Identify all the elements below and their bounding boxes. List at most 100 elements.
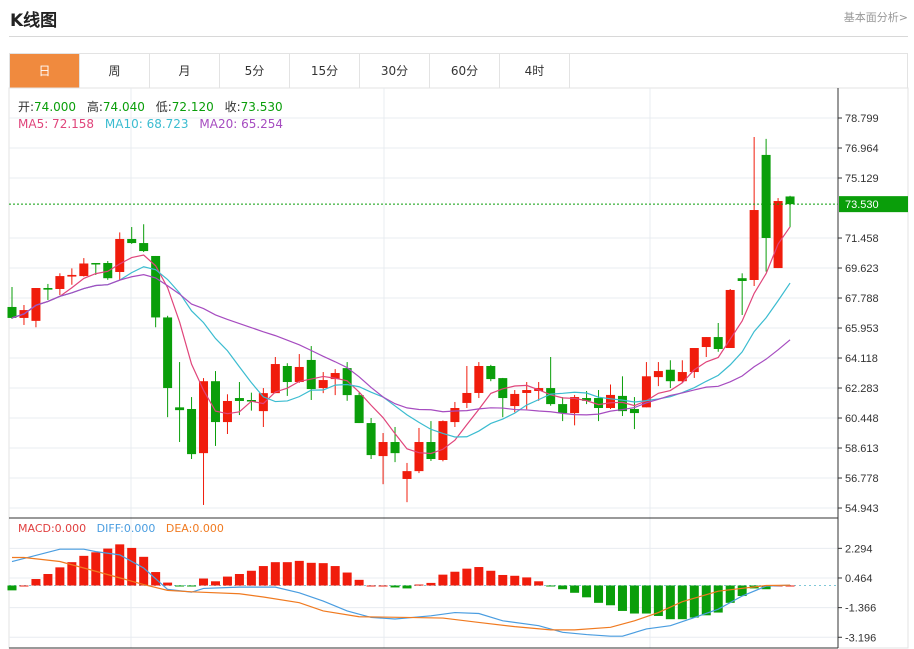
macd-bar (761, 585, 771, 590)
candle (594, 390, 604, 422)
macd-bar (641, 585, 651, 614)
candle (187, 397, 197, 460)
candle (282, 363, 292, 396)
candle (677, 360, 687, 383)
macd-bar (103, 548, 113, 586)
candle-body (103, 262, 113, 279)
candle (761, 138, 771, 272)
ma5-line (11, 226, 791, 455)
candle-body (115, 238, 125, 272)
candle (749, 136, 759, 287)
candle-body (306, 359, 316, 390)
macd-bar (366, 585, 376, 587)
macd-bar (342, 572, 352, 586)
candle (67, 268, 77, 285)
tab-30min[interactable]: 30分 (360, 54, 430, 88)
macd-bar (522, 577, 532, 586)
tab-month[interactable]: 月 (150, 54, 220, 88)
candle-body (474, 365, 484, 393)
macd-bar (210, 581, 220, 586)
candle-body (606, 394, 615, 409)
candle-body (701, 337, 711, 348)
candle (701, 337, 711, 358)
candle (402, 462, 412, 503)
candle-body (749, 210, 759, 280)
candle-body (234, 398, 244, 401)
candle-body (761, 154, 771, 238)
tab-day[interactable]: 日 (10, 54, 80, 88)
macd-bar (737, 585, 747, 597)
macd-bar (498, 574, 508, 586)
ma5-value: MA5: 72.158 (18, 117, 95, 131)
candle-body (282, 365, 292, 383)
candle-body (773, 201, 783, 269)
candle-body (378, 442, 388, 457)
candle (103, 261, 113, 280)
candle-body (175, 407, 185, 411)
candle (462, 365, 472, 409)
candle-body (67, 274, 77, 277)
macd-bar (31, 579, 41, 586)
candle (414, 427, 424, 474)
macd-bar (127, 547, 137, 586)
macd-bar (175, 585, 185, 587)
candle-body (641, 376, 651, 408)
candle-body (390, 442, 400, 454)
candle-body (354, 395, 364, 424)
y-tick-label: 76.964 (845, 143, 879, 155)
macd-bar (91, 552, 101, 586)
macd-bar (653, 585, 663, 616)
macd-y-tick-label: 0.464 (845, 573, 873, 585)
candle (7, 287, 17, 319)
macd-bar (558, 585, 568, 590)
macd-bar (390, 585, 400, 588)
macd-bar (270, 562, 280, 586)
tab-4hour[interactable]: 4时 (500, 54, 570, 88)
candle-body (546, 388, 556, 405)
candle-body (570, 397, 580, 414)
candle-body (127, 238, 137, 244)
y-tick-label: 54.943 (845, 503, 879, 515)
candle-body (258, 393, 268, 412)
candle (199, 378, 209, 505)
ma20-value: MA20: 65.254 (199, 117, 284, 131)
candle (31, 288, 41, 328)
candle-body (7, 306, 17, 318)
candle (115, 232, 125, 280)
macd-bar (318, 563, 328, 586)
macd-bar (713, 585, 723, 613)
macd-bar (546, 585, 556, 587)
macd-bar (282, 562, 292, 586)
candle-body (210, 381, 220, 423)
candle-body (558, 404, 568, 414)
ma20-line (11, 274, 791, 416)
candle (570, 394, 580, 426)
macd-bar (665, 585, 675, 620)
macd-bar (689, 585, 699, 618)
candle-body (318, 380, 328, 389)
candle (737, 273, 747, 315)
tab-week[interactable]: 周 (80, 54, 150, 88)
tab-5min[interactable]: 5分 (220, 54, 290, 88)
candle (474, 362, 484, 399)
tab-60min[interactable]: 60分 (430, 54, 500, 88)
ma10-line (11, 266, 791, 438)
high-label: 高: (86, 100, 103, 114)
macd-bar (163, 582, 173, 586)
current-price-label: 73.530 (845, 199, 879, 211)
candle-body (594, 398, 604, 409)
open-label: 开: (18, 100, 35, 114)
macd-y-tick-label: -1.366 (845, 603, 876, 615)
candle (366, 417, 376, 460)
fundamental-analysis-link[interactable]: 基本面分析> (843, 11, 908, 24)
candle-body (665, 369, 675, 382)
candle (665, 360, 675, 389)
macd-value: MACD:0.000 (18, 522, 87, 535)
macd-y-tick-label: 2.294 (845, 543, 873, 555)
macd-bar (19, 585, 29, 587)
candle-body (43, 288, 53, 290)
low-value: 72.120 (171, 100, 214, 114)
tab-15min[interactable]: 15分 (290, 54, 360, 88)
candle (510, 390, 520, 413)
